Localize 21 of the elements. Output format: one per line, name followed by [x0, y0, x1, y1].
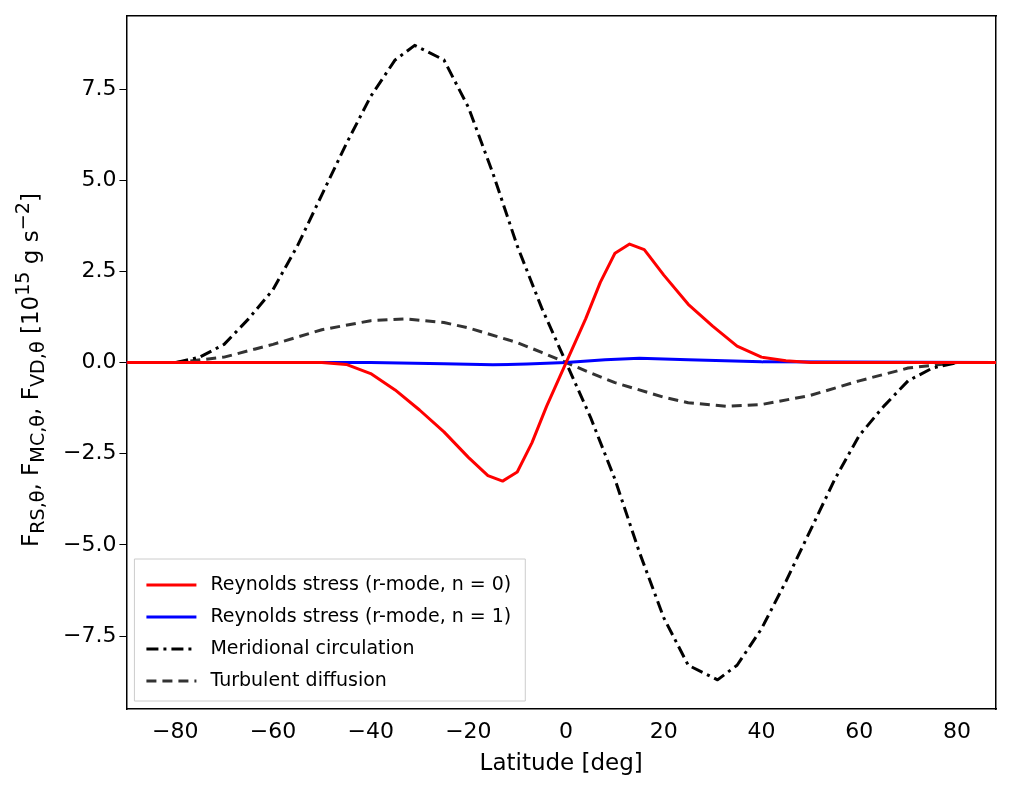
y-tick-label: 0.0: [81, 348, 117, 374]
x-tick-label: 0: [559, 717, 574, 743]
legend-label: Reynolds stress (r-mode, n = 1): [210, 603, 512, 626]
x-tick-label: 60: [845, 717, 874, 743]
x-tick-label: 20: [649, 717, 678, 743]
legend-label: Turbulent diffusion: [209, 667, 387, 690]
x-tick-label: −60: [249, 717, 297, 743]
x-tick-label: 40: [747, 717, 776, 743]
y-tick-label: 2.5: [81, 257, 117, 283]
x-tick-label: 80: [942, 717, 971, 743]
y-tick-label: −2.5: [63, 439, 117, 465]
y-tick-label: −5.0: [63, 530, 117, 556]
y-tick-label: 7.5: [81, 74, 117, 100]
x-tick-label: −40: [347, 717, 394, 743]
y-tick-label: −7.5: [63, 621, 117, 647]
x-axis-title: Latitude [deg]: [479, 749, 643, 776]
legend-label: Reynolds stress (r-mode, n = 0): [210, 571, 512, 594]
y-tick-label: 5.0: [81, 166, 117, 191]
x-tick-label: −80: [152, 717, 199, 743]
legend-label: Meridional circulation: [210, 635, 415, 658]
x-tick-label: −20: [445, 717, 492, 743]
